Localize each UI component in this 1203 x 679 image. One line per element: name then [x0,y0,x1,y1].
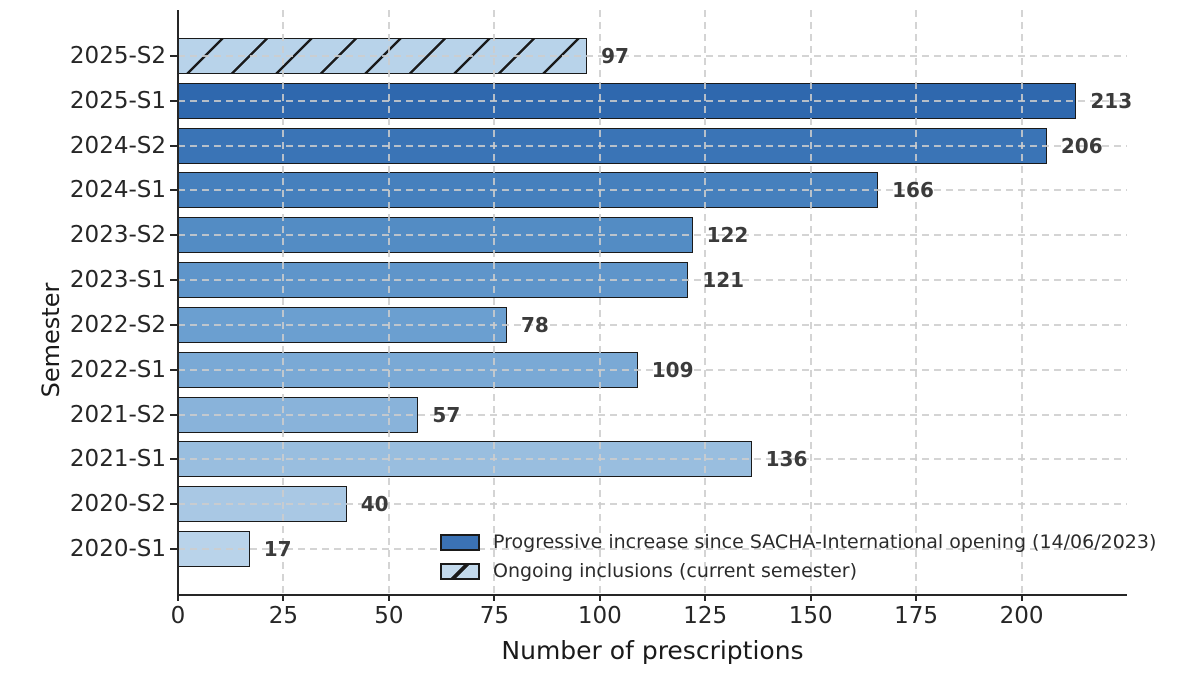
x-tick-label: 150 [788,603,833,629]
x-axis-spine [177,594,1127,596]
bar-value-label: 122 [706,223,749,248]
x-tick-label: 50 [374,603,404,629]
x-tick-mark [704,594,707,601]
x-gridline [1020,10,1023,594]
legend-label-hatched: Ongoing inclusions (current semester) [493,560,858,582]
x-tick-label: 100 [577,603,622,629]
y-tick-label: 2021-S2 [69,401,166,428]
y-gridline [178,368,1127,371]
y-tick-mark [170,99,178,102]
y-tick-mark [170,234,178,237]
y-tick-label: 2024-S1 [69,177,166,204]
y-tick-label: 2023-S2 [69,222,166,249]
y-gridline [178,458,1127,461]
y-tick-label: 2022-S1 [69,356,166,383]
y-tick-mark [170,55,178,57]
y-gridline [178,189,1127,192]
y-axis-title: Semester [37,282,65,398]
y-tick-label: 2025-S2 [69,43,166,69]
y-tick-mark [170,413,178,416]
bar-value-label: 97 [601,44,629,68]
y-gridline [178,413,1127,416]
y-tick-mark [170,548,178,551]
x-gridline [809,10,812,594]
y-tick-label: 2021-S1 [69,446,166,473]
x-tick-label: 175 [894,603,939,629]
x-tick-label: 0 [170,603,186,629]
x-tick-label: 200 [999,603,1044,629]
legend: Progressive increase since SACHA-Interna… [440,531,1156,582]
x-tick-mark [387,594,390,601]
y-gridline [178,279,1127,282]
x-gridline [282,10,285,594]
legend-label-solid: Progressive increase since SACHA-Interna… [493,531,1157,553]
x-axis-title: Number of prescriptions [501,636,804,665]
x-tick-mark [177,594,179,601]
y-tick-label: 2020-S2 [69,491,166,518]
y-gridline [178,99,1127,102]
x-gridline [387,10,390,594]
bar-value-label: 109 [651,357,694,382]
legend-row-solid: Progressive increase since SACHA-Interna… [440,531,1156,553]
x-gridline [598,10,601,594]
y-tick-mark [170,458,178,461]
bar-value-label: 213 [1090,88,1133,113]
y-gridline [178,503,1127,506]
bar-value-label: 121 [702,268,745,293]
bar-value-label: 40 [360,492,389,517]
x-gridline [493,10,496,594]
x-tick-mark [809,594,812,601]
bar-value-label: 206 [1060,133,1103,158]
bar-value-label: 17 [263,537,292,562]
x-gridline [915,10,918,594]
legend-row-hatched: Ongoing inclusions (current semester) [440,560,1156,582]
y-tick-mark [170,368,178,371]
y-tick-mark [170,279,178,282]
x-tick-label: 125 [683,603,728,629]
y-tick-label: 2025-S1 [69,87,166,114]
y-gridline [178,323,1127,326]
y-axis-spine [177,10,179,596]
legend-swatch-solid-icon [440,533,480,551]
bar-value-label: 78 [520,312,549,337]
x-tick-mark [598,594,601,601]
y-tick-label: 2024-S2 [69,132,166,159]
y-gridline [178,144,1127,147]
y-tick-label: 2023-S1 [69,267,166,294]
x-tick-label: 25 [268,603,299,629]
legend-swatch-hatched-icon [440,562,480,580]
y-gridline [178,55,1127,57]
y-tick-mark [170,144,178,147]
x-tick-label: 75 [479,603,509,629]
y-tick-mark [170,189,178,192]
y-tick-mark [170,503,178,506]
x-gridline [704,10,707,594]
y-gridline [178,234,1127,237]
y-tick-label: 2020-S1 [69,536,166,563]
x-tick-mark [1020,594,1023,601]
x-tick-mark [282,594,285,601]
bar-value-label: 57 [432,402,461,427]
y-tick-label: 2022-S2 [69,311,166,338]
x-tick-mark [915,594,918,601]
y-tick-mark [170,323,178,326]
bar-value-label: 136 [765,447,808,472]
bar-value-label: 166 [892,178,934,203]
x-tick-mark [493,594,496,601]
y-gridline [178,548,1127,551]
